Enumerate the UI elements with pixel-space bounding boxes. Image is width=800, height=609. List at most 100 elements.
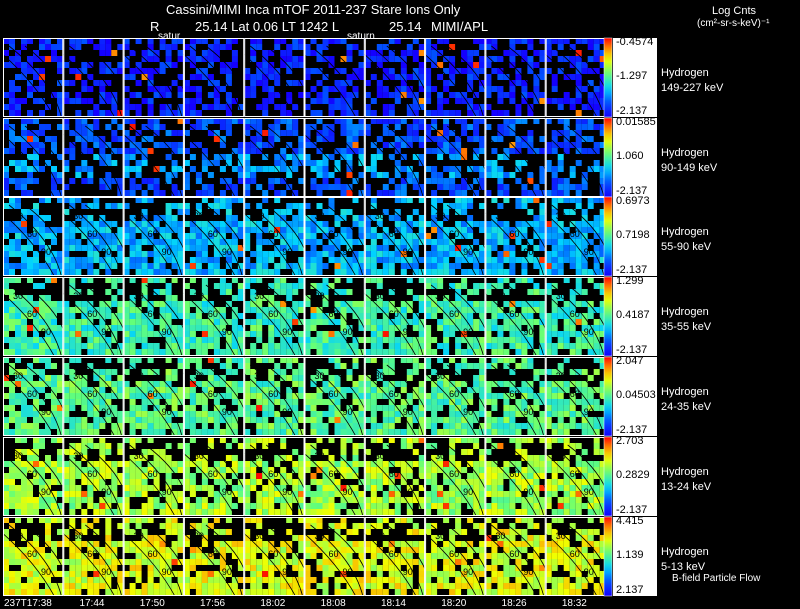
contour-label: 90 (403, 487, 413, 497)
panel-border (485, 357, 546, 436)
time-tick-label: 18:26 (501, 598, 527, 609)
contour-label: 60 (329, 469, 339, 479)
heatmap-panel (485, 38, 546, 117)
contour-label: 90 (463, 567, 473, 577)
contour-line (85, 204, 124, 251)
contour-label: 90 (343, 567, 353, 577)
contour-line (425, 373, 477, 436)
panel-border (183, 277, 245, 356)
panel-border (3, 277, 64, 356)
contour-label: 90 (282, 407, 292, 417)
contour-label: 90 (403, 327, 413, 337)
contour-label: 30 (375, 451, 385, 461)
l-value: 25.14 (389, 19, 422, 34)
heatmap-panel: 30 60 90 (364, 437, 426, 516)
contour-label: 90 (41, 327, 51, 337)
energy-range-label: 149-227 keV (661, 82, 724, 94)
colorbar (603, 37, 613, 118)
species-label: Hydrogen (661, 546, 709, 558)
heatmap-panel (364, 118, 426, 197)
heatmap-panel (123, 38, 184, 117)
heatmap-panel: 30 60 90 (244, 197, 305, 276)
contour-label: 90 (101, 407, 111, 417)
contour-line (551, 524, 605, 596)
contour-line (310, 524, 364, 596)
contour-line (3, 54, 55, 117)
panel-border (183, 197, 245, 276)
contour-line (326, 364, 365, 411)
contour-label: 60 (570, 229, 580, 239)
contour-label: 60 (148, 389, 158, 399)
contour-line (249, 204, 303, 276)
contour-line (370, 364, 424, 436)
contour-line (304, 373, 357, 436)
heatmap-panel: 30 60 90 (364, 357, 426, 436)
contour-line (265, 524, 305, 571)
panel-border (244, 437, 305, 516)
contour-line (8, 45, 62, 117)
contour-label: 90 (343, 487, 353, 497)
saturn-label-left: satur (158, 31, 181, 42)
contour-label: 90 (523, 247, 533, 257)
colorbar (603, 196, 613, 277)
colorbar-mid-label: 0.04503 (616, 388, 656, 401)
contour-line (249, 284, 303, 356)
contour-label: 30 (73, 451, 83, 461)
contour-line (8, 444, 62, 516)
contour-line (244, 453, 296, 516)
contour-label: 90 (282, 487, 292, 497)
heatmap-panel: 30 60 90 (3, 197, 64, 276)
contour-line (386, 204, 426, 251)
contour-line (326, 524, 365, 571)
colorbar-label-background (613, 118, 657, 197)
contour-line (129, 284, 183, 356)
contour-label: 90 (162, 407, 172, 417)
contour-line (145, 204, 184, 251)
contour-label: 30 (315, 451, 325, 461)
contour-line (145, 364, 184, 411)
panel-border (123, 38, 184, 117)
heatmap-panel: 30 60 90 (123, 277, 184, 356)
colorbar-max-label: 4.415 (616, 515, 644, 527)
contour-line (123, 453, 176, 516)
heatmap-panel: 30 60 90 (304, 197, 365, 276)
coords-readout: 25.14 Lat 0.06 LT 1242 L (195, 19, 340, 34)
contour-label: 90 (101, 247, 111, 257)
contour-line (507, 444, 546, 491)
contour-line (386, 125, 426, 172)
contour-label: 60 (570, 469, 580, 479)
contour-line (485, 134, 537, 197)
heatmap-panel: 30 60 90 (123, 437, 184, 516)
contour-label: 60 (148, 309, 158, 319)
contour-line (507, 284, 546, 331)
contour-label: 90 (584, 487, 594, 497)
panel-border (425, 277, 486, 356)
contour-label: 60 (449, 549, 459, 559)
heatmap-panel: 30 60 90 (425, 517, 486, 596)
contour-label: 90 (282, 247, 292, 257)
panel-border (63, 38, 124, 117)
contour-line (551, 204, 605, 276)
contour-line (123, 373, 176, 436)
contour-label: 30 (73, 531, 83, 541)
panel-border (425, 38, 486, 117)
contour-label: 90 (162, 487, 172, 497)
contour-line (364, 213, 417, 276)
contour-line (24, 444, 64, 491)
contour-line (545, 453, 598, 516)
contour-label: 60 (449, 389, 459, 399)
heatmap-panel: 30 60 90 (545, 437, 607, 516)
contour-line (567, 444, 607, 491)
energy-range-label: 90-149 keV (661, 162, 718, 174)
contour-line (244, 134, 296, 197)
contour-label: 60 (148, 549, 158, 559)
time-tick-label: 17:50 (139, 598, 165, 609)
colorbar-label-background (613, 437, 657, 516)
contour-line (63, 533, 115, 596)
contour-line (265, 125, 305, 172)
contour-label: 90 (343, 247, 353, 257)
contour-line (551, 364, 605, 436)
contour-label: 90 (523, 407, 533, 417)
contour-line (3, 453, 55, 516)
contour-line (3, 533, 55, 596)
